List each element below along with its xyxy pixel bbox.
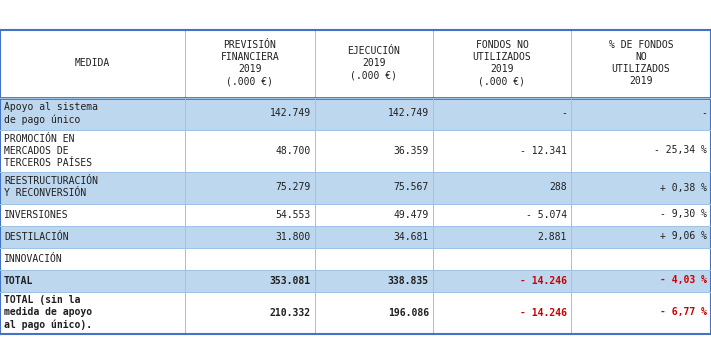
Bar — [185, 269, 315, 291]
Text: - 4,03 %: - 4,03 % — [660, 276, 707, 286]
Text: - 5.074: - 5.074 — [526, 209, 567, 220]
Bar — [433, 225, 571, 248]
Text: 338.835: 338.835 — [388, 276, 429, 286]
Bar — [571, 291, 711, 334]
Bar — [433, 98, 571, 130]
Bar — [0, 291, 185, 334]
Text: 48.700: 48.700 — [276, 146, 311, 155]
Bar — [185, 29, 315, 98]
Bar — [571, 248, 711, 269]
Bar — [571, 171, 711, 204]
Bar — [571, 204, 711, 225]
Text: + 0,38 %: + 0,38 % — [660, 183, 707, 192]
Bar — [433, 248, 571, 269]
Bar — [0, 98, 185, 130]
Text: 54.553: 54.553 — [276, 209, 311, 220]
Bar — [433, 171, 571, 204]
Text: TOTAL (sin la
medida de apoyo
al pago único).: TOTAL (sin la medida de apoyo al pago ún… — [4, 295, 92, 330]
Bar — [571, 98, 711, 130]
Text: INNOVACIÓN: INNOVACIÓN — [4, 253, 63, 264]
Text: - 6,77 %: - 6,77 % — [660, 307, 707, 318]
Bar — [185, 225, 315, 248]
Bar — [571, 29, 711, 98]
Text: 210.332: 210.332 — [270, 307, 311, 318]
Bar — [433, 269, 571, 291]
Bar — [315, 29, 433, 98]
Bar — [0, 29, 185, 98]
Bar — [571, 130, 711, 171]
Bar — [185, 291, 315, 334]
Bar — [0, 225, 185, 248]
Text: -: - — [561, 109, 567, 118]
Text: PREVISIÓN
FINANCIERA
2019
(.000 €): PREVISIÓN FINANCIERA 2019 (.000 €) — [220, 41, 279, 86]
Text: 2.881: 2.881 — [538, 232, 567, 241]
Bar — [185, 130, 315, 171]
Text: 75.279: 75.279 — [276, 183, 311, 192]
Bar — [433, 130, 571, 171]
Bar — [433, 29, 571, 98]
Text: MEDIDA: MEDIDA — [75, 58, 110, 69]
Bar — [315, 269, 433, 291]
Bar — [185, 204, 315, 225]
Text: Apoyo al sistema
de pago único: Apoyo al sistema de pago único — [4, 102, 98, 125]
Text: 196.086: 196.086 — [388, 307, 429, 318]
Text: INVERSIONES: INVERSIONES — [4, 209, 69, 220]
Text: PROMOCIÓN EN
MERCADOS DE
TERCEROS PAÍSES: PROMOCIÓN EN MERCADOS DE TERCEROS PAÍSES — [4, 134, 92, 167]
Bar — [0, 204, 185, 225]
Text: + 9,06 %: + 9,06 % — [660, 232, 707, 241]
Text: - 12.341: - 12.341 — [520, 146, 567, 155]
Text: - 9,30 %: - 9,30 % — [660, 209, 707, 220]
Text: REESTRUCTURACIÓN
Y RECONVERSIÓN: REESTRUCTURACIÓN Y RECONVERSIÓN — [4, 176, 98, 199]
Text: DESTILACIÓN: DESTILACIÓN — [4, 232, 69, 241]
Text: 288: 288 — [550, 183, 567, 192]
Bar — [315, 204, 433, 225]
Bar — [571, 269, 711, 291]
Text: 142.749: 142.749 — [270, 109, 311, 118]
Bar — [315, 225, 433, 248]
Text: FONDOS NO
UTILIZADOS
2019
(.000 €): FONDOS NO UTILIZADOS 2019 (.000 €) — [473, 41, 531, 86]
Bar — [433, 204, 571, 225]
Bar — [0, 171, 185, 204]
Bar — [0, 130, 185, 171]
Text: - 14.246: - 14.246 — [520, 307, 567, 318]
Bar — [315, 171, 433, 204]
Text: 75.567: 75.567 — [394, 183, 429, 192]
Text: % DE FONDOS
NO
UTILIZADOS
2019: % DE FONDOS NO UTILIZADOS 2019 — [609, 41, 673, 86]
Text: 36.359: 36.359 — [394, 146, 429, 155]
Text: -: - — [701, 109, 707, 118]
Bar — [315, 98, 433, 130]
Bar — [315, 291, 433, 334]
Bar — [0, 269, 185, 291]
Bar — [0, 248, 185, 269]
Text: EJECUCIÓN
2019
(.000 €): EJECUCIÓN 2019 (.000 €) — [348, 46, 400, 81]
Bar — [571, 225, 711, 248]
Bar — [433, 291, 571, 334]
Text: - 14.246: - 14.246 — [520, 276, 567, 286]
Bar — [315, 248, 433, 269]
Bar — [315, 130, 433, 171]
Text: 34.681: 34.681 — [394, 232, 429, 241]
Bar — [185, 248, 315, 269]
Bar — [185, 171, 315, 204]
Text: - 25,34 %: - 25,34 % — [654, 146, 707, 155]
Text: 142.749: 142.749 — [388, 109, 429, 118]
Text: TOTAL: TOTAL — [4, 276, 33, 286]
Text: 31.800: 31.800 — [276, 232, 311, 241]
Text: 49.479: 49.479 — [394, 209, 429, 220]
Text: 353.081: 353.081 — [270, 276, 311, 286]
Bar — [185, 98, 315, 130]
